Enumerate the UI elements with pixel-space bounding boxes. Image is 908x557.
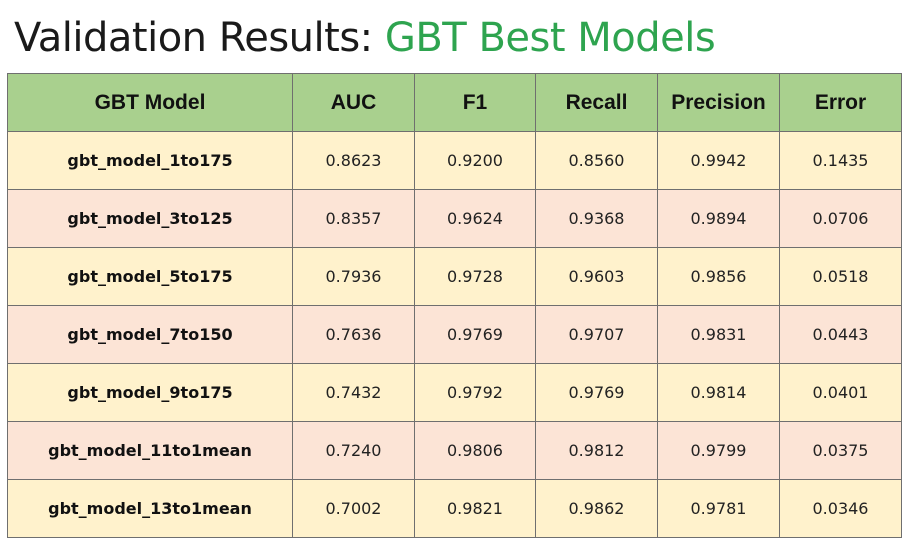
header-error: Error: [779, 73, 902, 132]
cell-model: gbt_model_5to175: [7, 247, 293, 306]
cell-auc: 0.7936: [292, 247, 415, 306]
cell-f1: 0.9624: [414, 189, 536, 248]
header-row: GBT Model AUC F1 Recall Precision Error: [7, 73, 902, 132]
cell-auc: 0.7432: [292, 363, 415, 422]
cell-error: 0.0706: [779, 189, 902, 248]
cell-f1: 0.9806: [414, 421, 536, 480]
title-prefix: Validation Results:: [14, 15, 385, 61]
cell-recall: 0.9769: [535, 363, 658, 422]
cell-precision: 0.9942: [657, 131, 780, 190]
cell-precision: 0.9894: [657, 189, 780, 248]
results-table: GBT Model AUC F1 Recall Precision Error …: [7, 73, 902, 538]
cell-model: gbt_model_1to175: [7, 131, 293, 190]
cell-recall: 0.8560: [535, 131, 658, 190]
cell-model: gbt_model_3to125: [7, 189, 293, 248]
cell-error: 0.0375: [779, 421, 902, 480]
cell-recall: 0.9707: [535, 305, 658, 364]
cell-precision: 0.9781: [657, 479, 780, 538]
table-body: gbt_model_1to175 0.8623 0.9200 0.8560 0.…: [7, 131, 902, 538]
header-precision: Precision: [657, 73, 780, 132]
cell-model: gbt_model_13to1mean: [7, 479, 293, 538]
page-title: Validation Results: GBT Best Models: [14, 12, 716, 64]
cell-error: 0.1435: [779, 131, 902, 190]
table-row: gbt_model_11to1mean 0.7240 0.9806 0.9812…: [7, 421, 902, 480]
header-recall: Recall: [535, 73, 658, 132]
cell-precision: 0.9799: [657, 421, 780, 480]
cell-auc: 0.7002: [292, 479, 415, 538]
header-f1: F1: [414, 73, 536, 132]
table-row: gbt_model_13to1mean 0.7002 0.9821 0.9862…: [7, 479, 902, 538]
cell-auc: 0.7240: [292, 421, 415, 480]
cell-error: 0.0443: [779, 305, 902, 364]
cell-recall: 0.9368: [535, 189, 658, 248]
cell-error: 0.0346: [779, 479, 902, 538]
cell-auc: 0.7636: [292, 305, 415, 364]
cell-model: gbt_model_11to1mean: [7, 421, 293, 480]
cell-error: 0.0401: [779, 363, 902, 422]
cell-auc: 0.8623: [292, 131, 415, 190]
table-header: GBT Model AUC F1 Recall Precision Error: [7, 73, 902, 132]
cell-model: gbt_model_7to150: [7, 305, 293, 364]
table-row: gbt_model_5to175 0.7936 0.9728 0.9603 0.…: [7, 247, 902, 306]
cell-f1: 0.9728: [414, 247, 536, 306]
header-auc: AUC: [292, 73, 415, 132]
header-gbt-model: GBT Model: [7, 73, 293, 132]
cell-precision: 0.9831: [657, 305, 780, 364]
table-row: gbt_model_1to175 0.8623 0.9200 0.8560 0.…: [7, 131, 902, 190]
cell-f1: 0.9769: [414, 305, 536, 364]
cell-f1: 0.9792: [414, 363, 536, 422]
table-row: gbt_model_7to150 0.7636 0.9769 0.9707 0.…: [7, 305, 902, 364]
cell-f1: 0.9200: [414, 131, 536, 190]
cell-auc: 0.8357: [292, 189, 415, 248]
cell-recall: 0.9812: [535, 421, 658, 480]
cell-error: 0.0518: [779, 247, 902, 306]
cell-recall: 0.9862: [535, 479, 658, 538]
cell-precision: 0.9856: [657, 247, 780, 306]
table-row: gbt_model_3to125 0.8357 0.9624 0.9368 0.…: [7, 189, 902, 248]
cell-precision: 0.9814: [657, 363, 780, 422]
title-accent: GBT Best Models: [384, 15, 716, 61]
cell-f1: 0.9821: [414, 479, 536, 538]
table-row: gbt_model_9to175 0.7432 0.9792 0.9769 0.…: [7, 363, 902, 422]
cell-model: gbt_model_9to175: [7, 363, 293, 422]
cell-recall: 0.9603: [535, 247, 658, 306]
